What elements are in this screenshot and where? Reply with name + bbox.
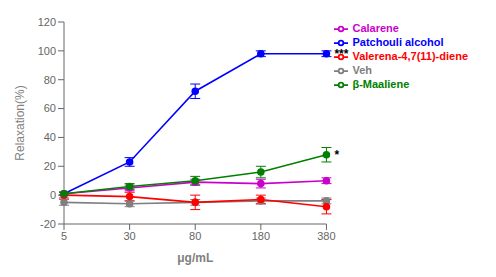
svg-text:30: 30 bbox=[123, 230, 135, 242]
svg-text:380: 380 bbox=[317, 230, 335, 242]
html-text:Calarene: Calarene bbox=[352, 22, 399, 34]
svg-text:***: *** bbox=[334, 47, 348, 61]
svg-text:100: 100 bbox=[38, 45, 56, 57]
svg-text:60: 60 bbox=[44, 102, 56, 114]
svg-text:*: * bbox=[334, 148, 339, 162]
svg-text:80: 80 bbox=[189, 230, 201, 242]
svg-text:180: 180 bbox=[252, 230, 270, 242]
svg-text:20: 20 bbox=[44, 160, 56, 172]
html-text:Valerena-4,7(11)-diene: Valerena-4,7(11)-diene bbox=[352, 50, 468, 63]
svg-text:-20: -20 bbox=[40, 218, 56, 230]
html-text:Veh: Veh bbox=[352, 64, 372, 77]
html-text:Patchouli alcohol: Patchouli alcohol bbox=[352, 36, 444, 49]
svg-text:5: 5 bbox=[61, 230, 67, 242]
svg-text:Relaxation(%): Relaxation(%) bbox=[13, 85, 27, 160]
svg-text:120: 120 bbox=[38, 16, 56, 28]
svg-text:40: 40 bbox=[44, 131, 56, 143]
svg-text:μg/mL: μg/mL bbox=[177, 251, 213, 265]
svg-text:80: 80 bbox=[44, 74, 56, 86]
svg-text:0: 0 bbox=[50, 189, 56, 201]
html-text:β-Maaliene: β-Maaliene bbox=[352, 78, 410, 91]
